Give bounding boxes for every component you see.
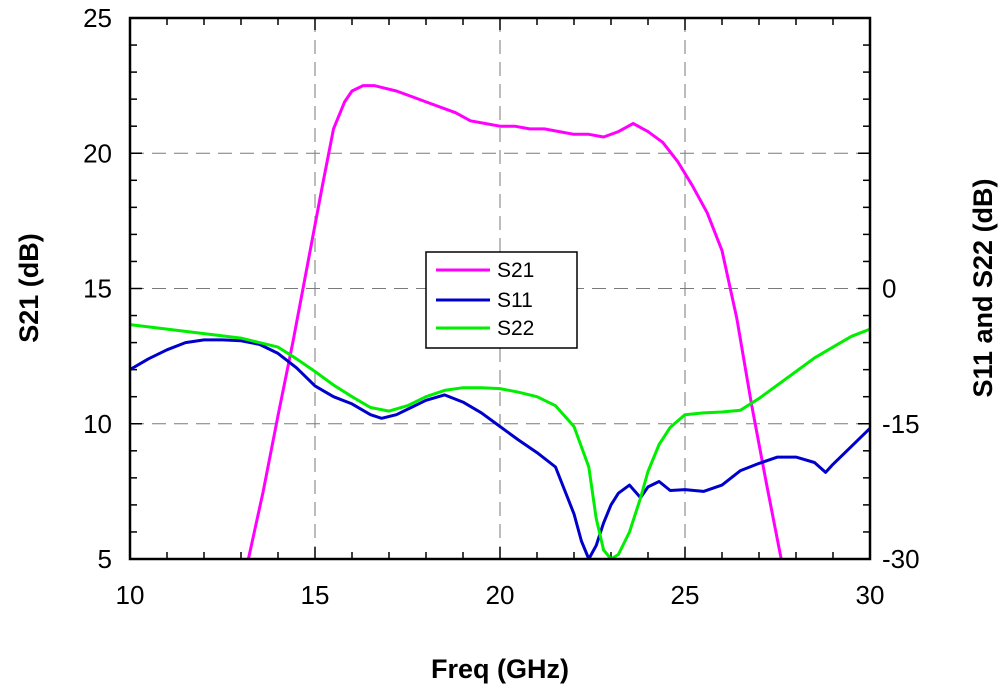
x-tick-label: 20 (486, 580, 515, 610)
y2-tick-label: -30 (882, 544, 920, 574)
plot-series (130, 84, 870, 559)
plot-frame (128, 16, 872, 561)
legend-label-s21: S21 (497, 259, 534, 282)
y-axis-title: S21 (dB) (14, 233, 44, 343)
x-tick-label: 10 (116, 580, 145, 610)
y-tick-label: 10 (83, 409, 112, 439)
y2-tick-label: 0 (882, 274, 896, 304)
series-line-s11 (130, 338, 870, 559)
x-tick-label: 30 (856, 580, 885, 610)
y2-tick-label: -15 (882, 409, 920, 439)
y-tick-label: 15 (83, 274, 112, 304)
x-tick-label: 15 (301, 580, 330, 610)
series-line-s21 (246, 84, 783, 559)
x-axis-title: Freq (GHz) (431, 654, 569, 684)
legend: S21 S11 S22 (425, 251, 578, 349)
legend-label-s22: S22 (497, 317, 534, 340)
x-tick-labels: 10 15 20 25 30 (116, 580, 885, 610)
grid (130, 18, 870, 559)
y-tick-label: 5 (98, 544, 112, 574)
legend-label-s11: S11 (497, 289, 533, 312)
series-line-s22 (130, 323, 870, 559)
y-tick-labels: 5 10 15 20 25 (83, 3, 112, 574)
y2-axis-title: S11 and S22 (dB) (968, 178, 998, 397)
y-tick-label: 25 (83, 3, 112, 33)
y-tick-label: 20 (83, 138, 112, 168)
y2-tick-labels: -30 -15 0 (882, 274, 920, 575)
x-tick-label: 25 (671, 580, 700, 610)
